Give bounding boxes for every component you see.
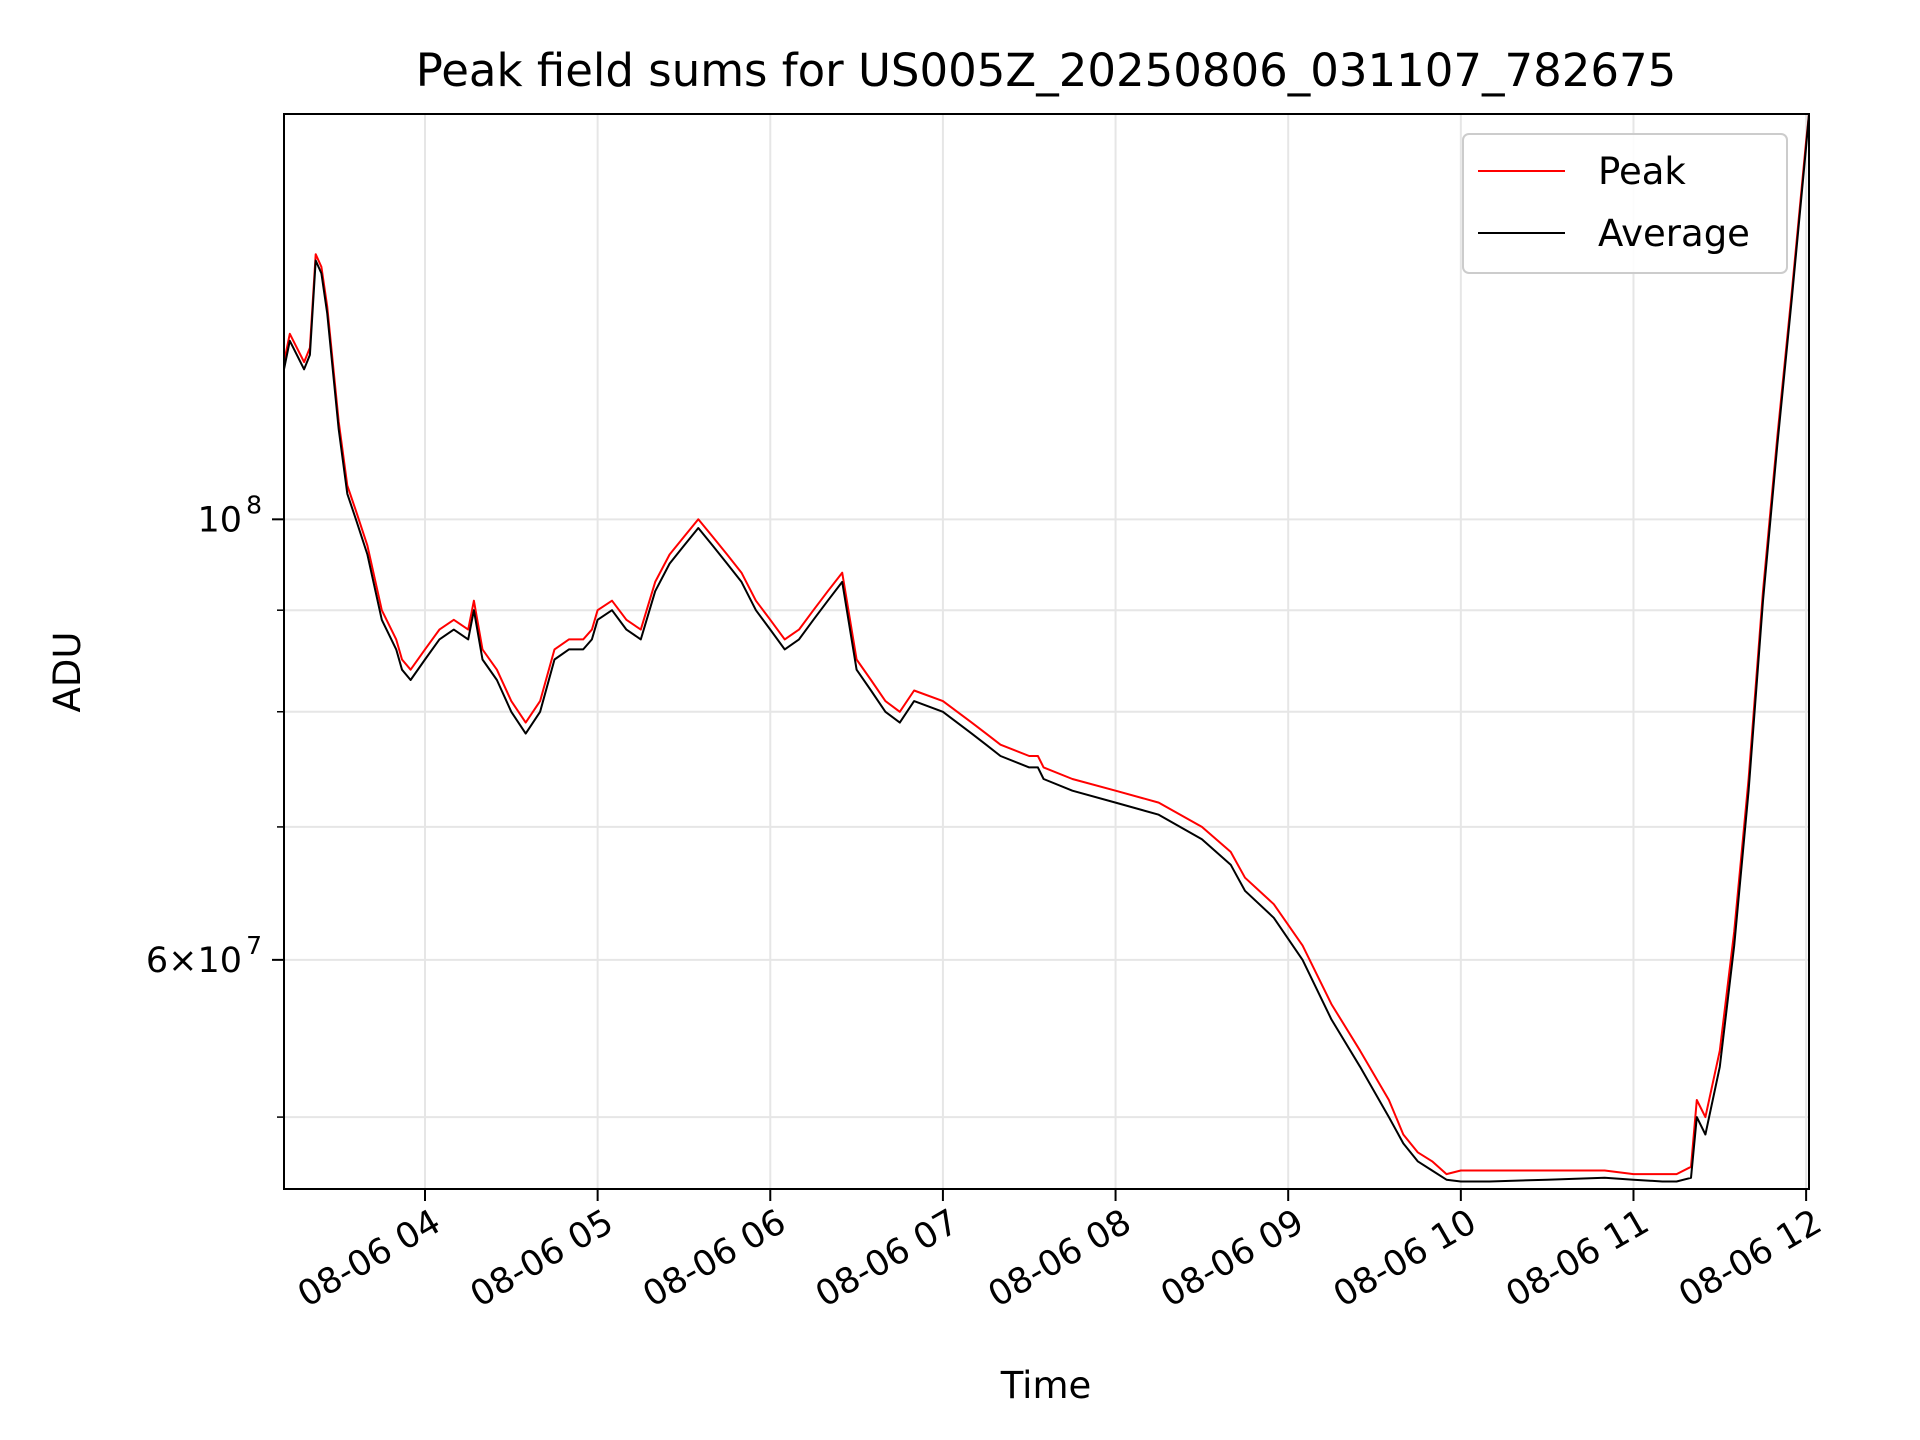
series-line-average (284, 114, 1809, 1183)
legend-label-peak: Peak (1598, 150, 1686, 193)
x-axis-label: Time (1000, 1364, 1092, 1407)
plot-frame (283, 113, 1810, 1190)
series-layer (284, 114, 1809, 1183)
y-tick-label-exponent: 8 (246, 490, 262, 519)
y-tick-label-exponent: 7 (246, 931, 262, 960)
legend-box (1462, 133, 1788, 274)
chart-title: Peak field sums for US005Z_20250806_0311… (416, 44, 1677, 97)
legend-label-average: Average (1598, 212, 1750, 255)
y-axis-ticks: 10 8 6×10 7 (146, 490, 284, 1118)
y-axis-label: ADU (46, 632, 89, 713)
grid (284, 114, 1809, 1189)
legend[interactable]: Peak Average (1462, 133, 1788, 274)
series-line-peak (284, 114, 1809, 1176)
y-tick-label: 6×10 (146, 941, 242, 981)
y-tick-label: 10 (197, 500, 242, 540)
